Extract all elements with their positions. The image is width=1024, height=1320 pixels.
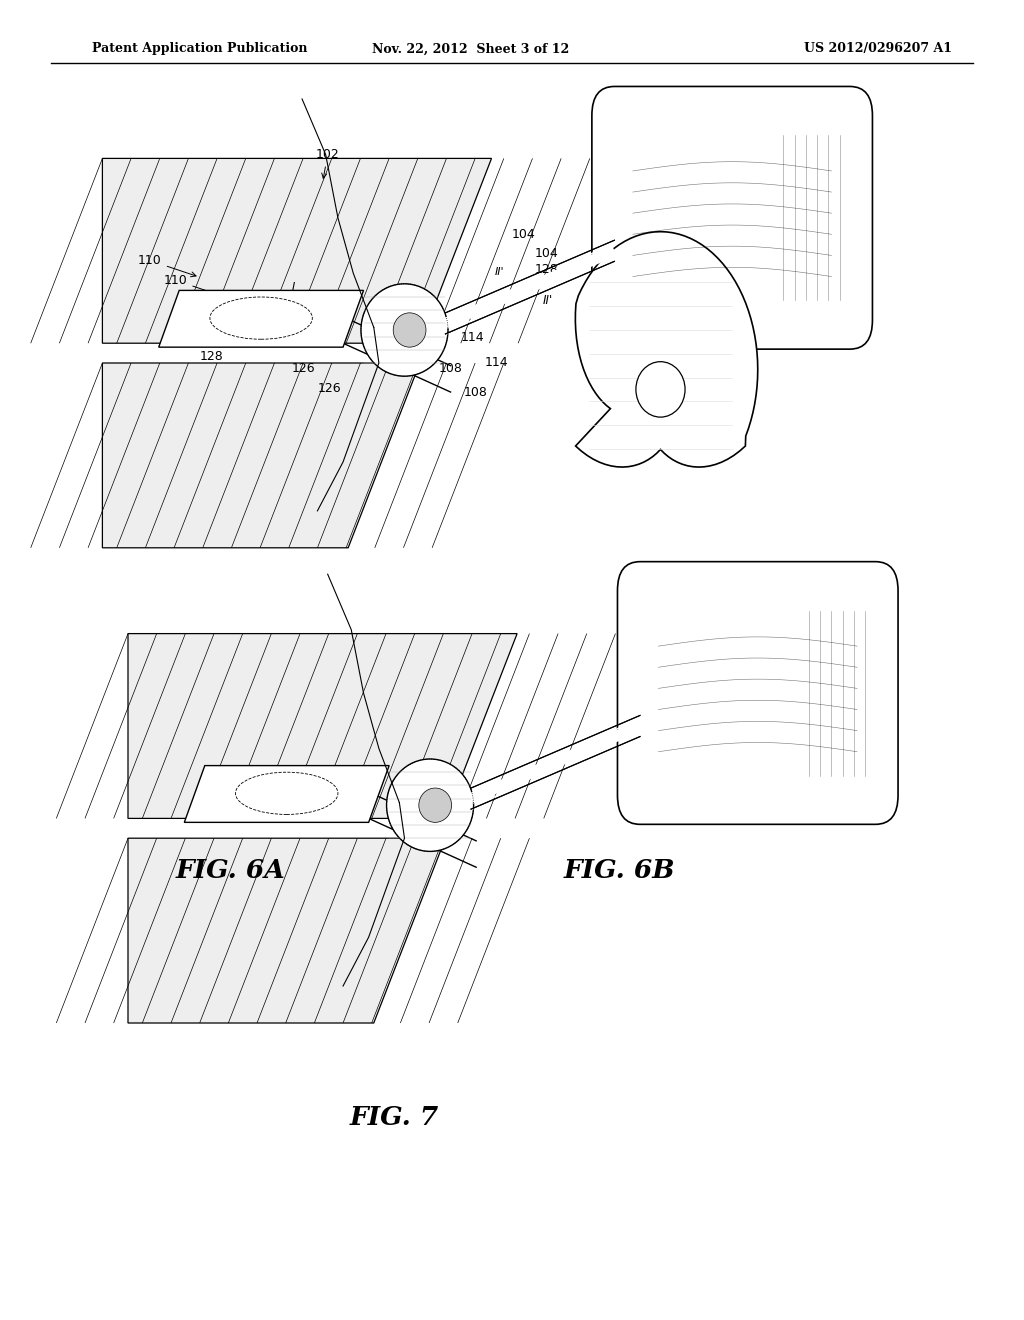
- Text: FIG. 6B: FIG. 6B: [564, 858, 675, 883]
- Text: 108: 108: [438, 362, 462, 375]
- Text: 128: 128: [176, 326, 200, 339]
- Text: II': II': [543, 293, 553, 306]
- Polygon shape: [128, 838, 445, 1023]
- Text: 114: 114: [461, 330, 484, 343]
- Ellipse shape: [419, 788, 452, 822]
- Polygon shape: [575, 232, 758, 467]
- Polygon shape: [184, 766, 389, 822]
- FancyBboxPatch shape: [617, 562, 898, 824]
- Text: 128: 128: [200, 350, 223, 363]
- Text: 126: 126: [317, 381, 341, 395]
- Text: I': I': [286, 314, 319, 325]
- Text: 128: 128: [535, 263, 558, 276]
- Text: 126: 126: [292, 362, 315, 375]
- Polygon shape: [102, 158, 492, 343]
- Text: 104: 104: [512, 227, 536, 240]
- Polygon shape: [159, 290, 364, 347]
- Ellipse shape: [361, 284, 449, 376]
- Text: 104: 104: [535, 247, 558, 260]
- Text: FIG. 7: FIG. 7: [349, 1105, 439, 1130]
- Text: 126: 126: [675, 323, 740, 343]
- Text: US 2012/0296207 A1: US 2012/0296207 A1: [804, 42, 952, 55]
- FancyBboxPatch shape: [592, 87, 872, 350]
- Ellipse shape: [636, 362, 685, 417]
- Text: II': II': [495, 267, 504, 277]
- Text: 114: 114: [484, 355, 508, 368]
- Polygon shape: [128, 634, 517, 818]
- Ellipse shape: [387, 759, 473, 851]
- Text: 110: 110: [164, 273, 221, 297]
- Polygon shape: [102, 363, 420, 548]
- Text: Nov. 22, 2012  Sheet 3 of 12: Nov. 22, 2012 Sheet 3 of 12: [373, 42, 569, 55]
- Text: Patent Application Publication: Patent Application Publication: [92, 42, 307, 55]
- Text: 102: 102: [315, 148, 340, 178]
- Text: 100: 100: [748, 253, 771, 267]
- Text: 100: 100: [773, 273, 797, 286]
- Text: 127: 127: [319, 326, 343, 339]
- Text: 110: 110: [138, 253, 196, 277]
- Text: FIG. 6A: FIG. 6A: [175, 858, 286, 883]
- Text: 108: 108: [464, 385, 487, 399]
- Text: I: I: [292, 282, 312, 296]
- Ellipse shape: [393, 313, 426, 347]
- Text: 127: 127: [660, 222, 684, 235]
- Text: 127: 127: [289, 302, 312, 315]
